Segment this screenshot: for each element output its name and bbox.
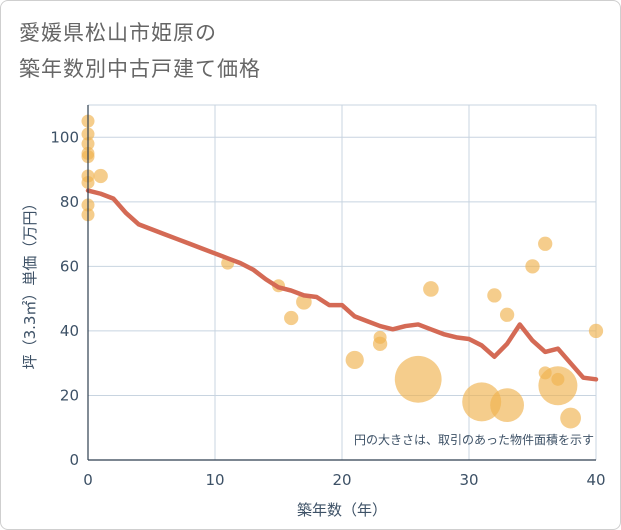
chart-title-line-1: 愛媛県松山市姫原の bbox=[19, 21, 217, 45]
chart-title-line-2: 築年数別中古戸建て価格 bbox=[19, 57, 261, 81]
bubble-point bbox=[423, 281, 439, 297]
x-axis-label: 築年数（年） bbox=[297, 501, 387, 519]
bubble-point bbox=[588, 323, 604, 339]
average-line-series bbox=[85, 188, 599, 382]
x-tick-label: 20 bbox=[332, 471, 351, 489]
bubble-point bbox=[560, 407, 581, 429]
bubble-point bbox=[462, 382, 502, 422]
bubble-point bbox=[394, 355, 442, 403]
bubble-point bbox=[284, 310, 299, 326]
y-tick-label: 60 bbox=[60, 257, 79, 275]
average-price-line bbox=[85, 188, 599, 382]
bubble-point bbox=[551, 372, 565, 386]
bubble-point bbox=[490, 388, 524, 423]
y-tick-label: 40 bbox=[60, 322, 79, 340]
y-axis-label: 坪（3.3㎡）単価（万円） bbox=[21, 196, 39, 370]
axes: 0 10 20 30 40 0 20 40 60 80 100 bbox=[50, 105, 606, 489]
y-tick-label: 100 bbox=[50, 128, 79, 146]
y-tick-label: 80 bbox=[60, 193, 79, 211]
bubble-point bbox=[525, 259, 540, 274]
bubble-series bbox=[81, 114, 604, 429]
x-tick-label: 40 bbox=[586, 471, 605, 489]
bubble-point bbox=[499, 307, 515, 322]
bubble-point bbox=[373, 330, 387, 344]
y-tick-label: 20 bbox=[60, 386, 79, 404]
bubble-point bbox=[538, 236, 553, 251]
x-tick-label: 0 bbox=[83, 471, 93, 489]
bubble-point bbox=[487, 288, 502, 303]
y-tick-label: 0 bbox=[69, 451, 79, 469]
bubble-point bbox=[345, 350, 364, 370]
bubble-point bbox=[93, 168, 108, 184]
bubble-size-note: 円の大きさは、取引のあった物件面積を示す bbox=[354, 432, 594, 447]
x-tick-label: 10 bbox=[205, 471, 224, 489]
x-tick-label: 30 bbox=[459, 471, 478, 489]
chart-title: 愛媛県松山市姫原の 築年数別中古戸建て価格 bbox=[19, 15, 261, 87]
axis-labels: 築年数（年） 坪（3.3㎡）単価（万円） 円の大きさは、取引のあった物件面積を示… bbox=[21, 196, 594, 519]
